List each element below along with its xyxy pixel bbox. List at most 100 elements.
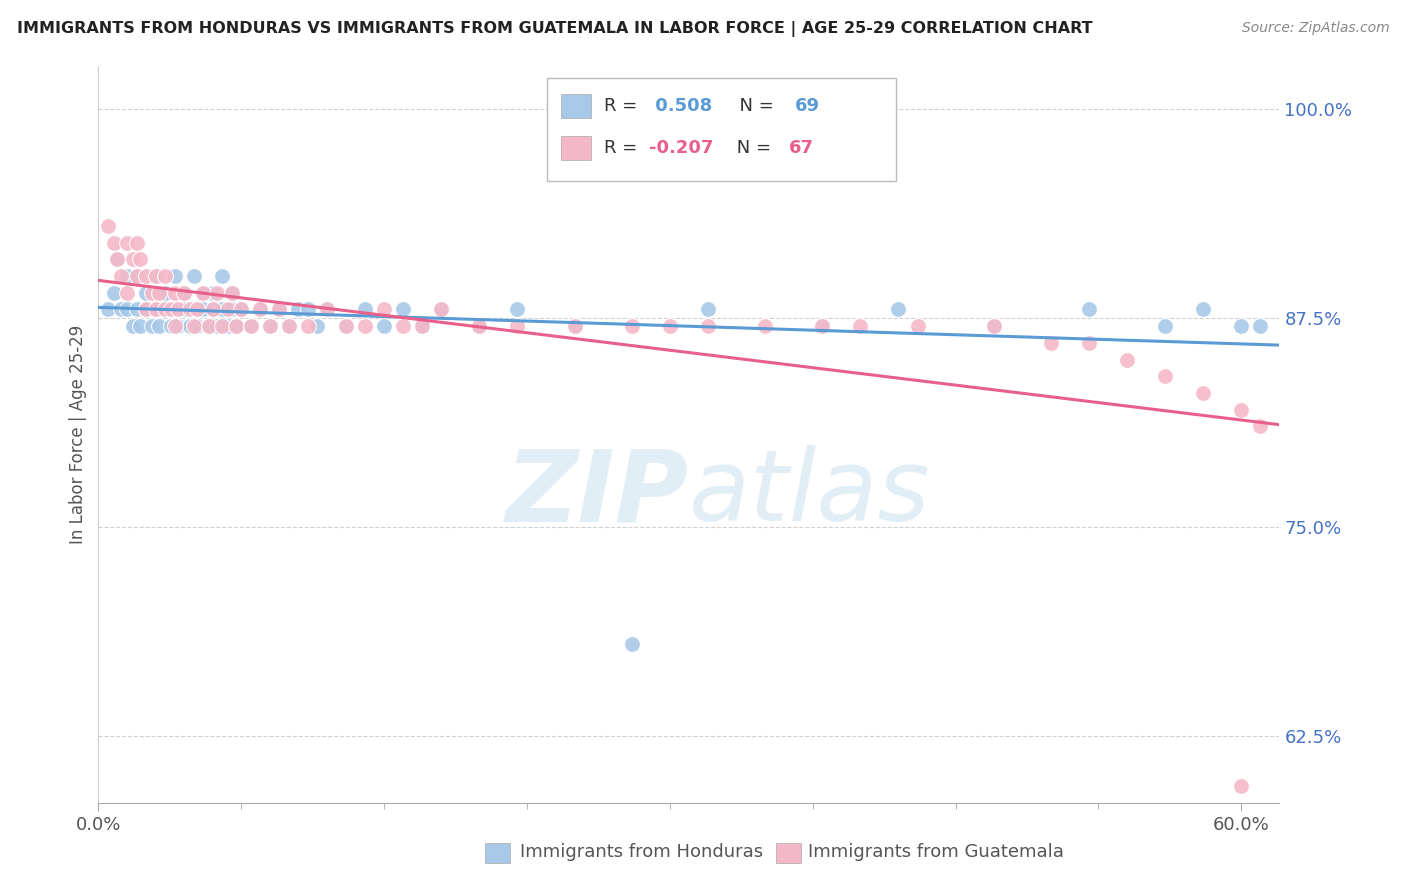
- Point: [392, 319, 415, 334]
- Point: [373, 319, 395, 334]
- Point: [135, 302, 157, 317]
- Text: Source: ZipAtlas.com: Source: ZipAtlas.com: [1241, 21, 1389, 36]
- Point: [231, 302, 253, 317]
- FancyBboxPatch shape: [561, 136, 591, 160]
- Point: [193, 285, 215, 300]
- Point: [239, 319, 262, 334]
- Point: [163, 319, 186, 334]
- Point: [125, 235, 148, 250]
- Point: [1249, 319, 1271, 334]
- Point: [135, 268, 157, 283]
- Point: [506, 302, 529, 317]
- Point: [217, 319, 239, 334]
- Point: [211, 268, 233, 283]
- Point: [1116, 352, 1139, 367]
- Point: [249, 302, 271, 317]
- Point: [186, 319, 208, 334]
- Point: [811, 319, 834, 334]
- Point: [173, 285, 195, 300]
- Point: [159, 319, 181, 334]
- Text: 69: 69: [796, 97, 820, 115]
- Point: [269, 302, 291, 317]
- Point: [1039, 335, 1062, 350]
- Point: [125, 268, 148, 283]
- Point: [97, 302, 120, 317]
- Text: atlas: atlas: [689, 445, 931, 542]
- Point: [153, 302, 176, 317]
- Point: [145, 302, 167, 317]
- Point: [110, 268, 132, 283]
- Point: [1154, 319, 1177, 334]
- Point: [159, 302, 181, 317]
- Point: [211, 319, 233, 334]
- Point: [231, 302, 253, 317]
- Point: [107, 252, 129, 267]
- Point: [564, 319, 586, 334]
- Point: [316, 302, 339, 317]
- Point: [198, 319, 221, 334]
- Text: Immigrants from Honduras: Immigrants from Honduras: [520, 843, 763, 861]
- Point: [354, 319, 377, 334]
- Point: [135, 302, 157, 317]
- Text: ZIP: ZIP: [506, 445, 689, 542]
- Point: [121, 252, 143, 267]
- Point: [354, 302, 377, 317]
- Point: [205, 319, 228, 334]
- Point: [430, 302, 453, 317]
- Point: [277, 319, 299, 334]
- Point: [129, 319, 152, 334]
- Point: [115, 285, 138, 300]
- Point: [754, 319, 776, 334]
- Point: [430, 302, 453, 317]
- Point: [221, 302, 243, 317]
- Point: [239, 319, 262, 334]
- Point: [392, 302, 415, 317]
- Point: [297, 302, 319, 317]
- Point: [163, 268, 186, 283]
- Point: [183, 319, 205, 334]
- Point: [697, 319, 720, 334]
- Point: [335, 319, 357, 334]
- Point: [141, 319, 163, 334]
- Point: [277, 319, 299, 334]
- Point: [179, 302, 201, 317]
- Point: [201, 302, 224, 317]
- Point: [125, 268, 148, 283]
- Point: [316, 302, 339, 317]
- Point: [193, 302, 215, 317]
- Point: [468, 319, 491, 334]
- Point: [1230, 319, 1253, 334]
- Point: [658, 319, 681, 334]
- FancyBboxPatch shape: [561, 95, 591, 118]
- Text: R =: R =: [605, 97, 643, 115]
- Point: [153, 285, 176, 300]
- Point: [148, 319, 170, 334]
- Point: [269, 302, 291, 317]
- Text: 0.508: 0.508: [648, 97, 711, 115]
- Point: [225, 319, 247, 334]
- Point: [907, 319, 929, 334]
- Point: [163, 302, 186, 317]
- Point: [121, 319, 143, 334]
- Point: [211, 302, 233, 317]
- Point: [887, 302, 910, 317]
- Text: -0.207: -0.207: [648, 139, 713, 157]
- Point: [201, 285, 224, 300]
- Point: [811, 319, 834, 334]
- Text: Immigrants from Guatemala: Immigrants from Guatemala: [808, 843, 1064, 861]
- Point: [167, 319, 190, 334]
- Point: [167, 302, 190, 317]
- Point: [145, 268, 167, 283]
- Point: [173, 302, 195, 317]
- Point: [259, 319, 281, 334]
- Point: [153, 302, 176, 317]
- Point: [849, 319, 872, 334]
- Point: [225, 319, 247, 334]
- Point: [1192, 302, 1215, 317]
- Point: [411, 319, 433, 334]
- Point: [373, 302, 395, 317]
- Point: [173, 285, 195, 300]
- Point: [1078, 302, 1101, 317]
- Point: [983, 319, 1005, 334]
- Point: [221, 285, 243, 300]
